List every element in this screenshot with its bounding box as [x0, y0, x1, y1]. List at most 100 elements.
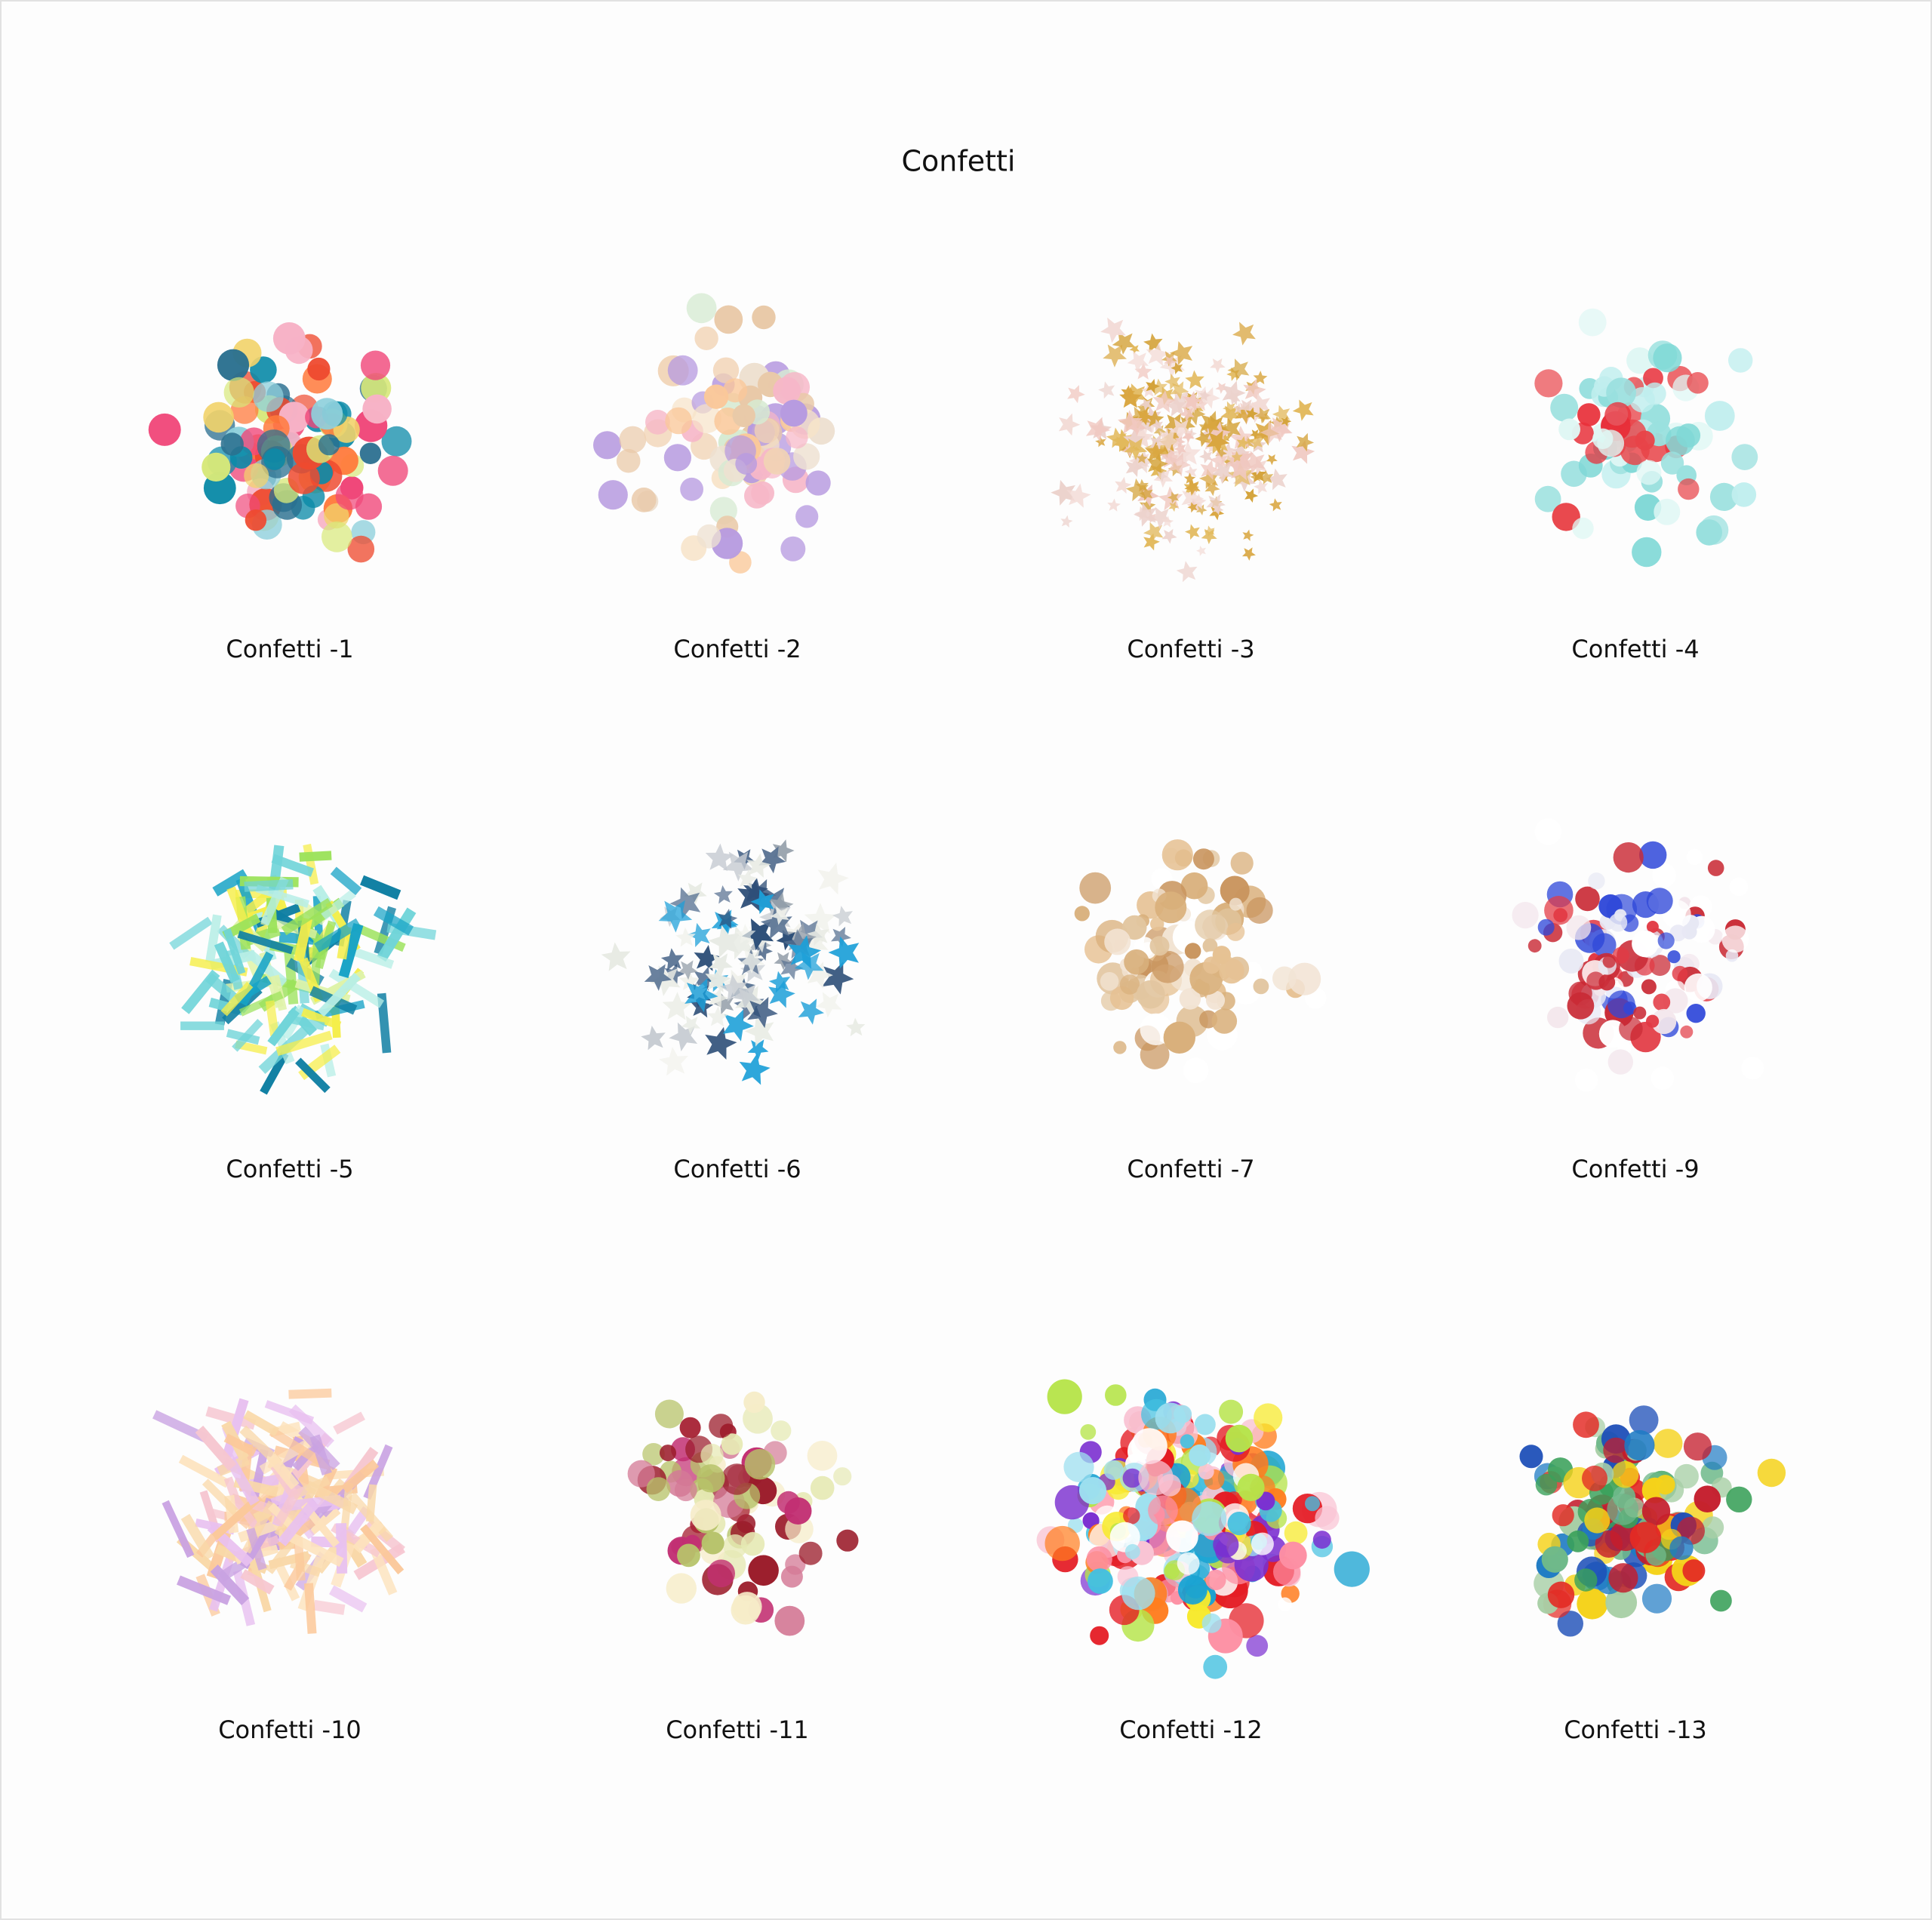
confetti-dot [660, 1445, 676, 1462]
confetti-star [1137, 452, 1148, 464]
confetti-dot [771, 1420, 792, 1442]
confetti-dot [1254, 1403, 1283, 1432]
confetti-dot [663, 444, 692, 472]
confetti-dot [631, 488, 657, 512]
confetti-star [662, 992, 692, 1020]
confetti-dot [1729, 877, 1749, 897]
item-label: Confetti -13 [1564, 1715, 1707, 1744]
confetti-dot [1683, 1432, 1712, 1461]
confetti-dot [665, 407, 692, 435]
item-label: Confetti -10 [218, 1715, 361, 1744]
confetti-star [1199, 449, 1213, 464]
confetti-star [807, 923, 829, 946]
confetti-star [1231, 451, 1243, 463]
confetti-dot [743, 1391, 765, 1414]
confetti-star [1161, 528, 1177, 544]
confetti-dot [1608, 913, 1628, 932]
confetti-dot [1632, 537, 1662, 568]
confetti-dot [786, 426, 808, 449]
confetti-strip [214, 941, 240, 983]
confetti-strip [286, 1531, 344, 1568]
confetti-star [705, 1026, 737, 1060]
item-label: Confetti -2 [673, 635, 801, 663]
confetti-dot [1086, 1546, 1112, 1572]
confetti-dot [1541, 1546, 1568, 1573]
confetti-dot [1212, 946, 1231, 965]
confetti-star [1112, 331, 1136, 355]
confetti-strip [181, 969, 220, 1014]
confetti-strip [246, 1527, 267, 1571]
confetti-dot [1567, 992, 1595, 1020]
confetti-dot [1205, 1569, 1226, 1590]
confetti-dot [1741, 1057, 1764, 1080]
confetti-strip [336, 1523, 348, 1574]
confetti-dot [272, 322, 306, 355]
confetti-dot [784, 1497, 812, 1525]
confetti-star [1242, 451, 1266, 475]
confetti-dot [1654, 498, 1681, 525]
confetti-strip [260, 1051, 289, 1095]
confetti-star [1140, 398, 1152, 411]
confetti-star [1206, 494, 1226, 513]
confetti-dot [1651, 1066, 1675, 1091]
confetti-star [708, 987, 729, 1009]
confetti-dot [697, 1464, 725, 1493]
confetti-dot [833, 1467, 852, 1486]
confetti-dot [217, 349, 250, 381]
confetti-dot [680, 477, 703, 501]
confetti-star [1121, 385, 1136, 400]
confetti-star [1168, 389, 1192, 413]
confetti-strip [265, 1000, 279, 1036]
item-label: Confetti -1 [226, 635, 353, 663]
confetti-star [788, 935, 822, 969]
confetti-star [1067, 385, 1085, 404]
confetti-dot [805, 470, 831, 496]
confetti-dot [1161, 839, 1193, 871]
confetti-dot [1138, 1460, 1174, 1496]
confetti-star [1296, 432, 1315, 452]
confetti-strip [370, 1546, 398, 1595]
confetti-strip [177, 1575, 232, 1605]
confetti-star [1170, 381, 1189, 400]
confetti-star [1266, 468, 1287, 491]
confetti-dot [666, 1573, 697, 1604]
confetti-dot [1572, 517, 1594, 540]
confetti-dot [1604, 402, 1632, 429]
confetti-dot [1606, 377, 1637, 408]
confetti-strip [205, 1406, 257, 1430]
confetti-strip [303, 1583, 317, 1634]
confetti-star [1269, 498, 1282, 512]
confetti-star [644, 964, 672, 991]
confetti-dot [732, 404, 755, 427]
item-label: Confetti -7 [1127, 1155, 1254, 1183]
confetti-star [669, 887, 701, 919]
confetti-dot [1602, 955, 1616, 968]
product-card: Confetti -2 [593, 293, 835, 663]
confetti-dot [1686, 848, 1703, 865]
confetti-strip [205, 914, 222, 964]
confetti-dot [1566, 915, 1592, 940]
confetti-dot [1552, 1504, 1574, 1527]
confetti-strip [277, 1498, 319, 1546]
confetti-dot [798, 1541, 823, 1565]
confetti-dot [1633, 1006, 1647, 1020]
confetti-dot [1547, 1581, 1575, 1608]
confetti-star [1143, 533, 1160, 551]
confetti-dot [1192, 1501, 1227, 1537]
confetti-dot [1151, 950, 1184, 983]
confetti-dot [1219, 958, 1244, 984]
confetti-dot [1183, 1057, 1209, 1084]
confetti-dot [677, 1543, 700, 1568]
confetti-star [1220, 417, 1241, 440]
confetti-star [1198, 389, 1211, 402]
confetti-dot [1646, 1014, 1660, 1028]
confetti-dot [1124, 1543, 1140, 1559]
confetti-dot [1184, 943, 1201, 959]
product-card: Confetti -7 [1074, 839, 1327, 1183]
confetti-strip [223, 1433, 257, 1457]
product-card: Confetti -9 [1512, 818, 1764, 1183]
confetti-strip [211, 1495, 261, 1540]
confetti-dot [1575, 886, 1600, 912]
confetti-star [1058, 413, 1081, 436]
confetti-star [1244, 488, 1259, 503]
